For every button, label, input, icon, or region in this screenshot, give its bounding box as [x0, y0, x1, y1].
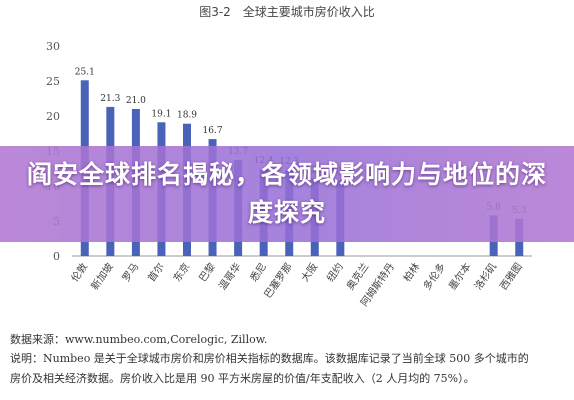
category-label: 纽约	[324, 260, 346, 284]
overlay-banner: 阎安全球排名揭秘，各领域影响力与地位的深度探究	[0, 146, 574, 242]
category-label: 西雅图	[497, 260, 525, 292]
category-label: 温哥华	[216, 260, 244, 292]
y-tick-label: 20	[46, 110, 60, 123]
category-label: 巴黎	[196, 260, 218, 284]
category-label: 洛杉矶	[471, 260, 499, 292]
y-tick-label: 25	[46, 75, 60, 88]
bar-value-label: 19.1	[151, 109, 171, 119]
bar-value-label: 16.7	[203, 126, 223, 136]
category-label: 柏林	[400, 260, 422, 284]
category-label: 新加坡	[88, 260, 116, 292]
category-label: 墨尔本	[446, 260, 474, 292]
category-label: 多伦多	[420, 260, 448, 292]
bar-value-label: 18.9	[177, 111, 197, 121]
description-line-2: 房价及相关经济数据。房价收入比是用 90 平方米房屋的价值/年支配收入（2 人月…	[10, 372, 475, 385]
category-label: 悉尼	[248, 261, 269, 284]
category-label: 东京	[170, 260, 192, 284]
category-label: 伦敦	[68, 260, 90, 284]
y-tick-label: 30	[46, 40, 60, 53]
bar-value-label: 25.1	[75, 67, 95, 77]
banner-headline: 阎安全球排名揭秘，各领域影响力与地位的深度探究	[27, 160, 548, 227]
category-label: 首尔	[145, 260, 167, 284]
bar-value-label: 21.0	[126, 96, 146, 106]
category-label: 奥克兰	[343, 260, 371, 292]
bar-value-label: 21.3	[100, 94, 120, 104]
category-label: 罗马	[120, 261, 141, 284]
description-line-1: 说明：Numbeo 是关于全球城市房价和房价相关指标的数据库。该数据库记录了当前…	[10, 352, 529, 365]
data-source-note: 数据来源：www.numbeo.com,Corelogic, Zillow.	[10, 333, 268, 346]
chart-title: 图3-2 全球主要城市房价收入比	[199, 5, 375, 19]
y-tick-label: 0	[53, 250, 60, 263]
category-label: 大阪	[298, 260, 320, 284]
